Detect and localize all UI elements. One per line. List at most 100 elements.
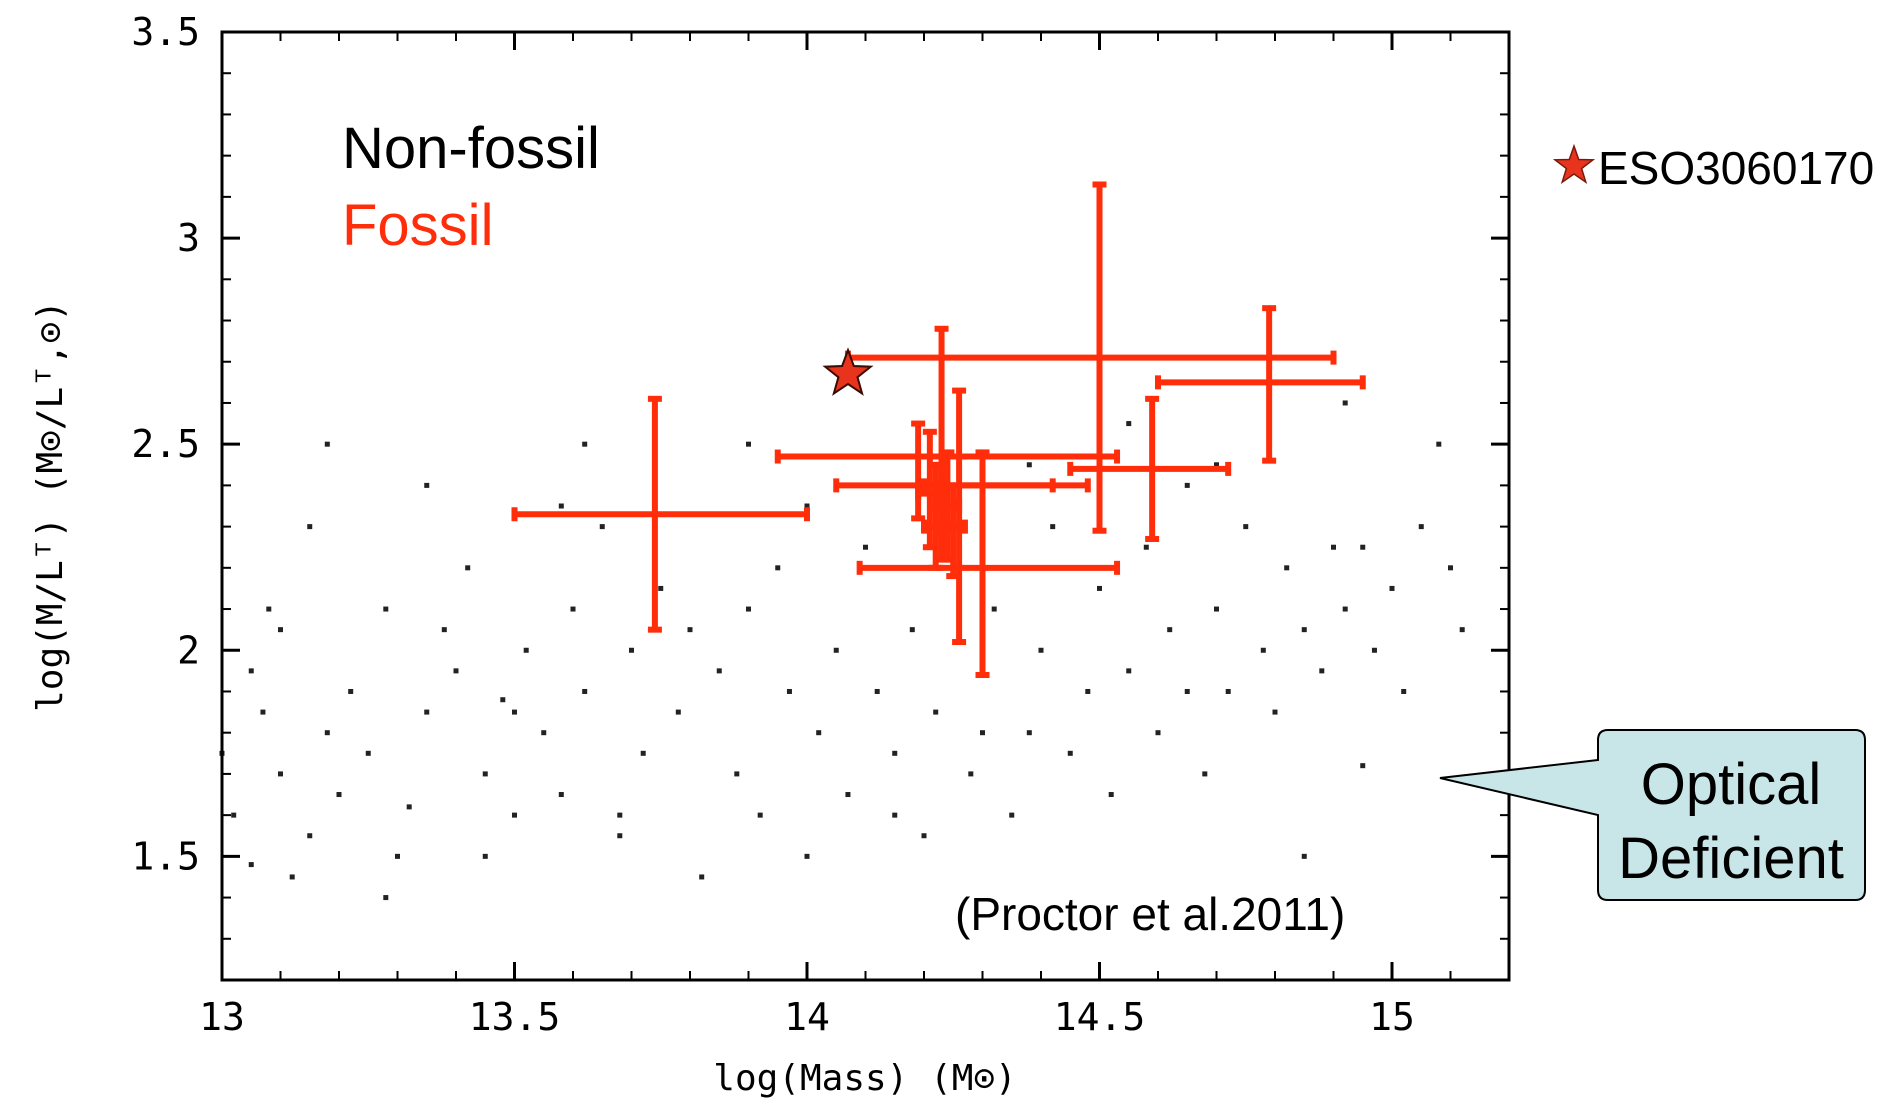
- nonfossil-point: [933, 709, 939, 715]
- nonfossil-point: [617, 812, 623, 818]
- nonfossil-point: [1026, 730, 1032, 736]
- nonfossil-point: [1301, 853, 1307, 859]
- nonfossil-point: [1243, 524, 1249, 530]
- nonfossil-point: [1301, 627, 1307, 633]
- nonfossil-point: [500, 697, 506, 703]
- nonfossil-point: [248, 668, 254, 674]
- nonfossil-point: [909, 627, 915, 633]
- nonfossil-point: [757, 812, 763, 818]
- optical-deficient-callout: Optical Deficient: [1439, 729, 1866, 901]
- nonfossil-point: [1284, 565, 1290, 571]
- nonfossil-point: [734, 771, 740, 777]
- nonfossil-point: [1167, 627, 1173, 633]
- nonfossil-point: [278, 771, 283, 777]
- nonfossil-point: [582, 441, 588, 447]
- nonfossil-point: [289, 874, 295, 880]
- nonfossil-point: [1009, 812, 1015, 818]
- nonfossil-point: [1225, 688, 1231, 694]
- citation-annotation: (Proctor et al.2011): [955, 888, 1345, 940]
- nonfossil-point: [699, 874, 705, 880]
- nonfossil-point: [1108, 792, 1114, 798]
- y-tick-label: 2.5: [131, 422, 200, 466]
- nonfossil-point: [991, 606, 997, 612]
- nonfossil-point: [307, 524, 313, 530]
- y-tick-label: 1.5: [131, 834, 200, 878]
- y-tick-label: 3: [177, 216, 200, 260]
- nonfossil-point: [1085, 688, 1091, 694]
- nonfossil-point: [424, 709, 430, 715]
- x-axis-title: log(Mass) (M⊙): [713, 1058, 1016, 1099]
- nonfossil-point: [348, 688, 354, 694]
- nonfossil-point: [892, 750, 898, 756]
- nonfossil-point: [980, 730, 985, 736]
- nonfossil-point: [833, 647, 839, 653]
- nonfossil-point: [324, 730, 330, 736]
- nonfossil-point: [1184, 482, 1190, 488]
- y-tick-label: 3.5: [131, 10, 200, 54]
- nonfossil-point: [365, 750, 371, 756]
- callout-line-2: Deficient: [1618, 826, 1844, 891]
- nonfossil-point: [406, 804, 412, 810]
- nonfossil-point: [1331, 544, 1336, 550]
- nonfossil-point: [1126, 421, 1132, 427]
- x-tick-label: 15: [1369, 995, 1415, 1039]
- nonfossil-point: [716, 668, 722, 674]
- nonfossil-point: [1272, 709, 1278, 715]
- x-tick-label: 13: [199, 995, 245, 1039]
- nonfossil-point: [968, 771, 974, 777]
- nonfossil-point: [675, 709, 681, 715]
- nonfossil-point: [1097, 585, 1102, 591]
- eso-star-marker: [822, 347, 874, 396]
- nonfossil-point: [1418, 524, 1424, 530]
- nonfossil-point: [1319, 668, 1325, 674]
- callout-bubble: [1439, 729, 1866, 901]
- nonfossil-point: [1143, 544, 1149, 550]
- nonfossil-point: [617, 833, 623, 839]
- nonfossil-point: [383, 895, 389, 901]
- nonfossil-point: [558, 792, 564, 798]
- nonfossil-point: [863, 544, 868, 550]
- nonfossil-point: [1050, 524, 1056, 530]
- y-axis-ticks: 1.5 2 2.5 3 3.5: [131, 10, 1509, 940]
- x-tick-label: 13.5: [469, 995, 561, 1039]
- nonfossil-point: [1389, 585, 1395, 591]
- callout-line-1: Optical: [1641, 752, 1822, 817]
- nonfossil-point: [1155, 730, 1161, 736]
- nonfossil-point: [1214, 462, 1219, 468]
- nonfossil-point: [383, 606, 389, 612]
- nonfossil-point: [786, 688, 792, 694]
- legend-entry-nonfossil: Non-fossil: [342, 116, 600, 181]
- eso-legend-label: ESO3060170: [1598, 142, 1874, 194]
- nonfossil-point: [1371, 647, 1377, 653]
- nonfossil-point: [746, 441, 751, 447]
- star-icon: [1552, 143, 1596, 185]
- nonfossil-point: [482, 853, 488, 859]
- nonfossil-point: [746, 606, 751, 612]
- nonfossil-point: [804, 503, 810, 509]
- nonfossil-point: [1126, 668, 1132, 674]
- nonfossil-point: [395, 853, 400, 859]
- nonfossil-point: [1260, 647, 1266, 653]
- nonfossil-point: [640, 750, 646, 756]
- nonfossil-point: [1360, 544, 1366, 550]
- nonfossil-point: [804, 853, 810, 859]
- nonfossil-points: [219, 400, 1465, 901]
- nonfossil-point: [441, 627, 447, 633]
- nonfossil-point: [775, 565, 781, 571]
- nonfossil-point: [248, 862, 254, 868]
- nonfossil-point: [260, 709, 266, 715]
- nonfossil-point: [453, 668, 459, 674]
- nonfossil-point: [558, 503, 564, 509]
- x-tick-label: 14: [784, 995, 830, 1039]
- nonfossil-point: [512, 812, 517, 818]
- x-tick-label: 14.5: [1054, 995, 1146, 1039]
- eso-legend: ESO3060170: [1552, 142, 1874, 194]
- nonfossil-point: [921, 833, 927, 839]
- nonfossil-point: [1342, 606, 1348, 612]
- nonfossil-point: [1342, 400, 1348, 406]
- nonfossil-point: [324, 441, 330, 447]
- nonfossil-point: [816, 730, 822, 736]
- nonfossil-point: [1448, 565, 1453, 571]
- nonfossil-point: [465, 565, 471, 571]
